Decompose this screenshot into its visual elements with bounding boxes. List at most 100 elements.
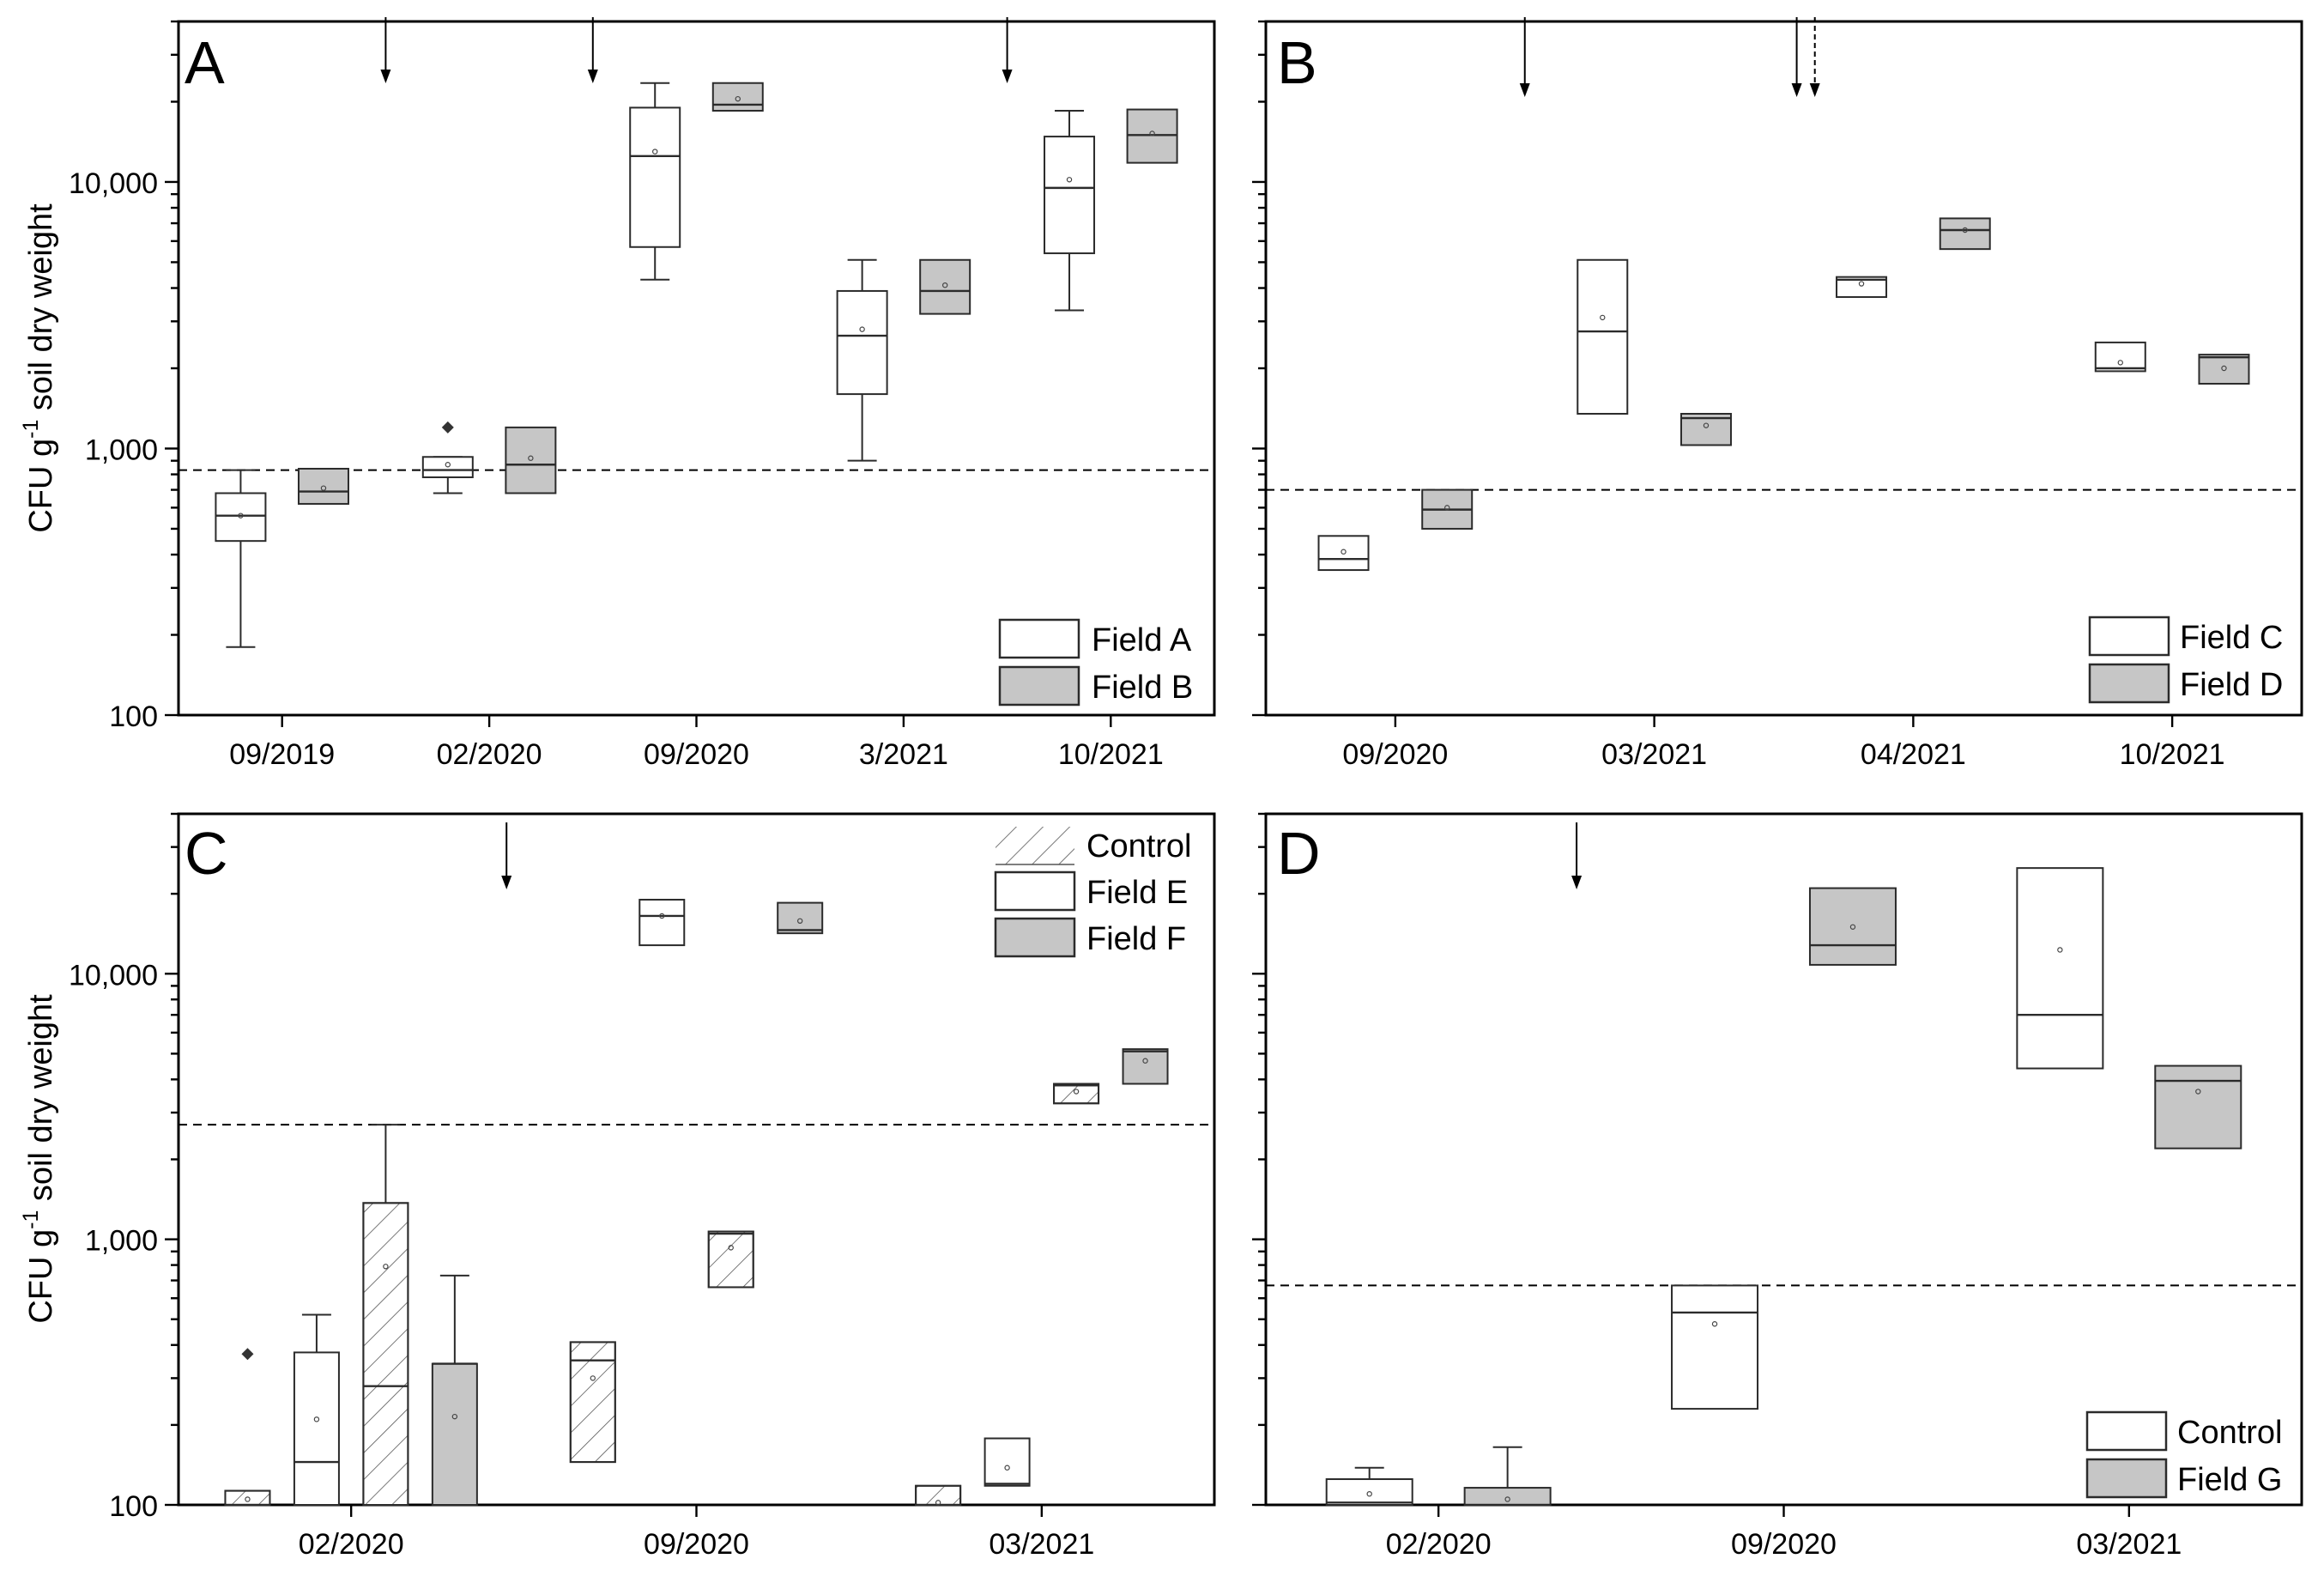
x-tick-label: 10/2021 (1058, 738, 1164, 771)
box-hatch (915, 1484, 962, 1506)
legend-swatch-field-d (2088, 663, 2170, 704)
box-mean (1711, 1321, 1718, 1327)
box-mean (451, 1413, 458, 1420)
box-mean (1504, 1496, 1510, 1502)
y-tick-label: 1,000 (85, 1225, 158, 1258)
panel-a-frame (177, 20, 1216, 717)
x-tick-label: 09/2020 (1731, 1528, 1837, 1561)
box-body (638, 899, 686, 947)
arrow-head (1571, 876, 1583, 889)
box-mean (652, 149, 658, 155)
panel-a: A 100 1,000 10,000 09/2019 02/2020 09/2020 3/2… (69, 17, 1216, 771)
panel-b-plot: 09/2020 03/2021 04/2021 10/2021 (1252, 17, 2302, 771)
panel-c-label: C (185, 820, 228, 887)
box-mean (659, 913, 665, 919)
box-mean (1600, 314, 1606, 321)
x-tick-label: 09/2020 (644, 1528, 749, 1561)
box-body (2094, 341, 2146, 373)
legend-swatch-control (996, 827, 1074, 864)
panel-d-legend: Control Field G (2085, 1410, 2283, 1499)
box-hatch (707, 1230, 754, 1289)
legend-label-control-d: Control (2177, 1415, 2283, 1451)
panel-d: D 02/2020 09/2020 03/2021 Control Field G (1252, 812, 2303, 1561)
box-body (629, 106, 681, 248)
y-tick-label: 10,000 (69, 167, 158, 200)
y-tick-label: 100 (109, 1490, 158, 1523)
box-mean (797, 918, 803, 925)
box-mean (735, 95, 741, 102)
box-body (293, 1351, 340, 1506)
legend-swatch-field-c (2088, 616, 2170, 657)
panel-d-label: D (1277, 820, 1321, 887)
box-body (1808, 887, 1897, 966)
box-hatch (362, 1202, 409, 1506)
x-tick-label: 09/2020 (1342, 738, 1448, 771)
panel-b-label: B (1277, 29, 1317, 96)
legend-label-field-d: Field D (2180, 667, 2283, 703)
box-mean (941, 282, 948, 288)
box-mean (2117, 360, 2123, 366)
legend-label-field-g: Field G (2177, 1462, 2282, 1498)
legend-swatch-field-g (2085, 1458, 2168, 1499)
x-tick-label: 09/2020 (644, 738, 749, 771)
x-tick-label: 03/2021 (1601, 738, 1707, 771)
box-mean (313, 1416, 320, 1422)
box-mean (1858, 281, 1865, 287)
x-tick-label: 03/2021 (989, 1528, 1094, 1561)
box-body (777, 901, 824, 935)
box-mean (1444, 505, 1450, 511)
y-axis-title-bottom: CFU g-1 soil dry weight (19, 994, 59, 1324)
box-mean (1004, 1465, 1010, 1471)
box-mean (245, 1496, 251, 1502)
arrow-head (1791, 83, 1802, 97)
box-body (215, 492, 267, 543)
box-body (2198, 354, 2250, 385)
box-mean (1066, 177, 1073, 183)
arrow-head (587, 70, 598, 83)
dashed-arrow-head (1809, 83, 1820, 97)
x-tick-label: 3/2021 (859, 738, 948, 771)
box-mean (2221, 365, 2227, 372)
box-body (1463, 1487, 1552, 1506)
panel-b-legend: Field C Field D (2088, 616, 2283, 704)
legend-label-field-b: Field B (1092, 670, 1193, 706)
x-tick-label: 02/2020 (1386, 1528, 1492, 1561)
box-mean (383, 1264, 389, 1270)
box-mean (935, 1500, 941, 1506)
legend-label-field-f: Field F (1086, 921, 1186, 957)
box-body (1122, 1048, 1169, 1085)
y-tick-label: 100 (109, 701, 158, 733)
box-body (1671, 1284, 1759, 1410)
box-mean (2195, 1089, 2201, 1095)
box-mean (445, 462, 451, 468)
box-mean (1142, 1058, 1148, 1064)
arrow-head (380, 70, 391, 83)
box-body (919, 258, 971, 315)
box-mean (238, 513, 244, 519)
x-tick-label: 10/2021 (2120, 738, 2225, 771)
legend-label-field-c: Field C (2180, 620, 2283, 656)
panel-a-label: A (185, 29, 225, 96)
box-body (431, 1362, 478, 1506)
panel-c: C 100 1,000 10,000 02/2020 09/2020 03/2021 Co… (69, 812, 1216, 1561)
legend-swatch-field-a (998, 618, 1080, 659)
x-tick-label: 03/2021 (2076, 1528, 2182, 1561)
box-mean (590, 1375, 596, 1381)
legend-label-field-a: Field A (1092, 622, 1192, 658)
box-mean (1962, 227, 1968, 234)
y-tick-label: 10,000 (69, 959, 158, 992)
legend-swatch-field-f (994, 917, 1076, 958)
legend-swatch-field-b (998, 665, 1080, 707)
box-mean (1341, 549, 1347, 555)
box-body (1044, 136, 1096, 255)
legend-label-field-e: Field E (1086, 875, 1188, 911)
box-mean (859, 326, 865, 332)
box-hatch (224, 1489, 271, 1506)
x-tick-label: 02/2020 (299, 1528, 404, 1561)
box-mean (1366, 1490, 1372, 1497)
box-body (1325, 1478, 1413, 1506)
x-tick-label: 04/2021 (1861, 738, 1966, 771)
box-body (1939, 217, 1991, 251)
box-body (1577, 258, 1629, 415)
